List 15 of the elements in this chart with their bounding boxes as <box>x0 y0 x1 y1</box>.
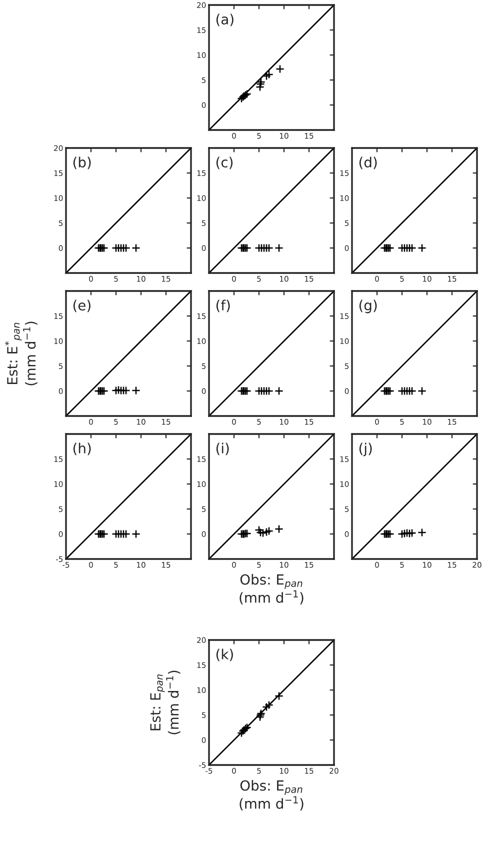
annotation: (j) <box>359 442 372 456</box>
annotation: (f) <box>216 300 230 312</box>
annotation: (h) <box>73 442 91 456</box>
annotation: (g) <box>359 300 377 314</box>
annotation: (e) <box>73 300 90 312</box>
annotation: (d) <box>359 156 377 170</box>
annotation: (c) <box>216 156 233 170</box>
x-axis-title: Obs: E$_{pan}$ (mm d$^{−1}$) <box>240 780 304 810</box>
annotation: (k) <box>216 648 233 662</box>
y-axis-title: Est: E$_{pan}$ (mm d$^{−1}$) <box>150 670 180 734</box>
annotation: (b) <box>73 156 91 170</box>
x-axis-title: Obs: E$_{pan}$ (mm d$^{−1}$) <box>240 574 304 604</box>
annotation: (a) <box>216 14 234 26</box>
annotation: (i) <box>216 442 229 456</box>
y-axis-title: Est: E$^{*}$$_{pan}$ (mm d$^{−1}$) <box>4 322 38 386</box>
